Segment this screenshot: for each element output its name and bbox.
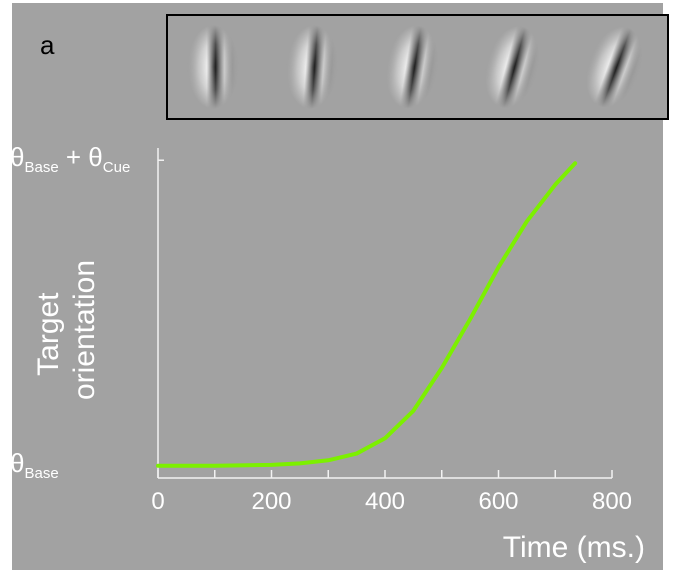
chart: a Time (ms.) Target orientation 0 200 400 6… — [0, 0, 675, 576]
y-axis-label-line: orientation — [68, 260, 101, 400]
x-tick-label: 800 — [592, 488, 632, 515]
x-axis-label: Time (ms.) — [503, 531, 645, 564]
y-tick-label-subscript: Cue — [103, 159, 131, 176]
x-tick-label: 400 — [365, 488, 405, 515]
y-axis-label-line: Target — [32, 292, 65, 376]
y-tick-label-subscript: Base — [24, 159, 58, 176]
y-tick-label-part: θ — [10, 448, 24, 478]
gabor-patch — [187, 25, 239, 109]
gabor-patch — [283, 23, 341, 110]
panel-label: a — [40, 30, 55, 60]
y-tick-label-part: + θ — [59, 142, 103, 172]
y-tick-label-part: θ — [10, 142, 24, 172]
x-tick-label: 600 — [478, 488, 518, 515]
y-tick-label-subscript: Base — [24, 465, 58, 482]
x-tick-label: 200 — [251, 488, 291, 515]
x-tick-label: 0 — [151, 488, 164, 515]
